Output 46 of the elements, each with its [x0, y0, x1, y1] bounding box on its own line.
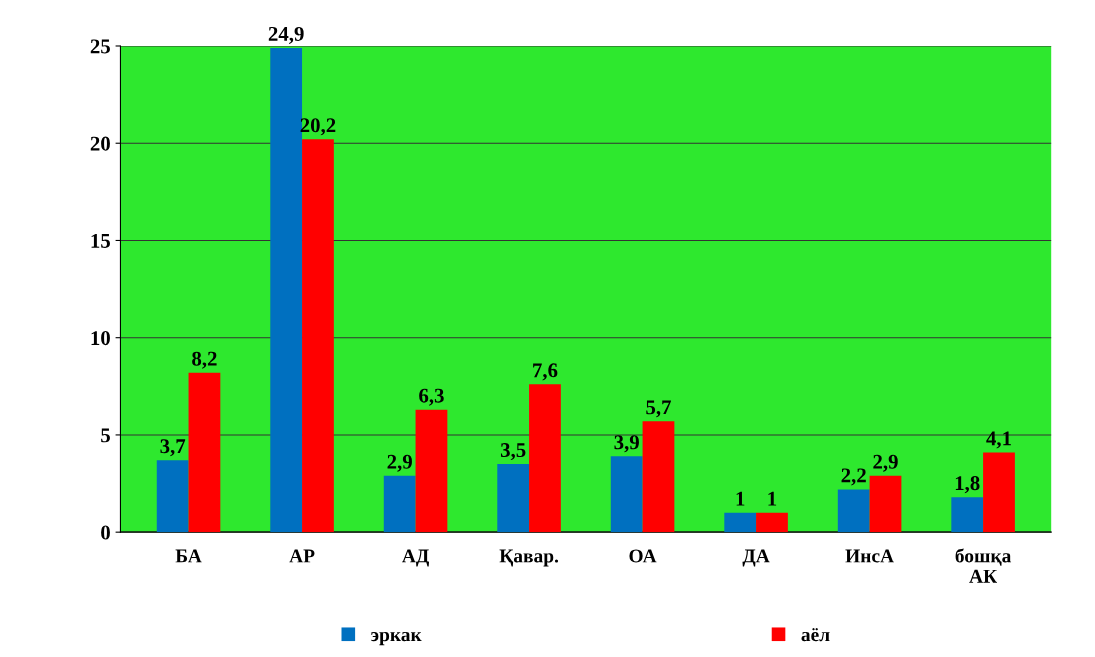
bar: [756, 512, 788, 533]
bar: [610, 456, 643, 533]
x-tick-label: ОА: [629, 549, 657, 563]
data-label: 2,9: [873, 454, 898, 472]
data-label: 2,2: [841, 468, 866, 486]
data-label: 7,6: [533, 363, 558, 381]
y-tick-label: 5: [101, 428, 110, 443]
legend-label: аёл: [801, 628, 830, 642]
bar: [724, 512, 757, 533]
data-label: 24,9: [268, 26, 304, 44]
data-label: 6,3: [419, 388, 444, 406]
bar: [415, 409, 448, 533]
y-tick-label: 0: [101, 525, 110, 540]
x-tick-label: АД: [402, 549, 430, 567]
data-label: 1: [768, 491, 777, 506]
bar: [983, 452, 1015, 533]
y-tick-label: 25: [90, 39, 110, 54]
data-label: 4,1: [986, 431, 1011, 449]
data-label: 1: [736, 491, 745, 506]
data-label: 3,7: [160, 439, 186, 457]
x-tick-label: Қавар.: [499, 549, 559, 567]
bar: [529, 384, 561, 533]
x-tick-label: ИнсА: [845, 549, 894, 563]
bar: [156, 460, 189, 533]
bar: [383, 475, 416, 533]
data-label: 1,8: [955, 476, 980, 494]
y-tick-label: 20: [90, 136, 110, 151]
data-label: 8,2: [192, 351, 217, 369]
y-tick-label: 10: [91, 331, 110, 346]
bar: [869, 475, 902, 533]
y-tick-label: 15: [91, 233, 110, 248]
x-tick-label: БА: [175, 549, 202, 563]
bar: [497, 464, 530, 533]
x-tick-label: АР: [289, 549, 315, 563]
legend-label: эркак: [371, 631, 422, 646]
data-label: 3,5: [500, 443, 526, 461]
data-label: 3,9: [614, 435, 639, 453]
x-tick-label: бошқа АК: [955, 548, 1012, 583]
data-label: 5,7: [646, 400, 671, 418]
x-tick-label: ДА: [742, 549, 770, 567]
bar: [837, 489, 870, 533]
bar: [302, 139, 334, 533]
bar: [642, 421, 675, 533]
bar: [951, 497, 984, 533]
bar: [188, 372, 221, 533]
data-label: 2,9: [387, 454, 412, 472]
